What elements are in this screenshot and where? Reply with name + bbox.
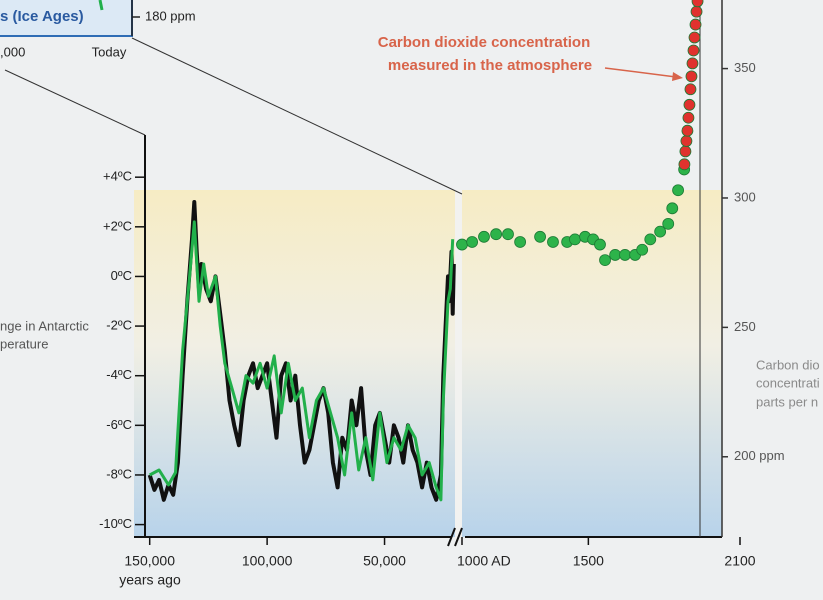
data-point <box>594 238 606 251</box>
annotation-arrow <box>604 67 677 78</box>
axis-break-stripe <box>455 190 462 540</box>
y-axis-label: nge in Antarctic <box>0 318 89 333</box>
data-point <box>609 249 622 261</box>
axis-break <box>454 527 463 547</box>
data-point <box>514 236 527 248</box>
y-axis-label: Carbon dio <box>756 357 820 372</box>
y-axis-label: perature <box>0 336 48 351</box>
axis-break <box>447 527 456 547</box>
data-point <box>680 135 693 147</box>
data-point <box>619 249 631 261</box>
y-tick-label: +2ºC <box>103 218 132 233</box>
data-point <box>679 145 692 158</box>
data-point <box>684 83 697 96</box>
y-axis-label: concentrati <box>756 375 820 390</box>
y-tick-label: 300 <box>734 189 756 204</box>
data-point <box>490 228 503 241</box>
data-point <box>689 18 702 31</box>
data-point <box>636 243 649 256</box>
y-tick-label: -10ºC <box>99 516 132 531</box>
x-tick-label: 50,000 <box>363 553 406 569</box>
data-point <box>678 158 691 171</box>
connector <box>131 37 463 195</box>
data-point <box>686 57 699 70</box>
y-tick-label: 350 <box>734 60 756 75</box>
data-point <box>662 217 675 230</box>
annotation: Carbon dioxide concentration <box>378 34 591 51</box>
data-point <box>691 0 704 8</box>
data-point <box>534 230 546 243</box>
annotation-arrowhead <box>672 72 683 81</box>
x-tick-label: 150,000 <box>124 553 175 569</box>
data-point <box>666 202 679 215</box>
data-point <box>569 233 581 246</box>
data-point <box>654 225 667 238</box>
y-tick-label: 250 <box>734 319 756 334</box>
inset-box <box>0 0 133 37</box>
data-point <box>690 5 703 18</box>
x-tick-label: 1500 <box>573 553 604 569</box>
data-point <box>687 44 700 57</box>
data-point <box>683 98 696 111</box>
data-point <box>685 70 698 83</box>
annotation: measured in the atmosphere <box>388 57 592 74</box>
data-point <box>478 230 490 243</box>
data-point <box>682 111 695 124</box>
y-tick-label: -6ºC <box>106 417 132 432</box>
inset-tick-label: 180 ppm <box>145 8 196 23</box>
x-tick-label: 1000 AD <box>457 553 511 569</box>
y-tick-label: -8ºC <box>106 466 132 481</box>
data-point <box>672 184 684 197</box>
data-point <box>466 236 479 248</box>
inset-x-label: Today <box>92 44 127 59</box>
marks <box>147 0 704 502</box>
inset-line <box>98 0 104 11</box>
x-tick-label: 100,000 <box>242 553 293 569</box>
y-tick-label: -4ºC <box>106 367 132 382</box>
data-point <box>681 124 694 137</box>
data-point <box>502 228 514 241</box>
data-point <box>456 238 468 251</box>
data-point <box>688 31 701 44</box>
inset-title: s (Ice Ages) <box>0 8 84 25</box>
data-point <box>547 236 559 248</box>
data-point <box>599 254 611 266</box>
y-axis-label: parts per n <box>756 394 818 409</box>
y-tick-label: 0ºC <box>111 268 132 283</box>
y-tick-label: -2ºC <box>106 318 132 333</box>
x-tick-label: 2100 <box>724 553 755 569</box>
plot-band <box>134 190 722 537</box>
x-axis-label: years ago <box>119 572 181 588</box>
connector <box>4 69 146 136</box>
y-tick-label: +4ºC <box>103 169 132 184</box>
y-tick-label: 200 ppm <box>734 448 785 463</box>
data-line <box>148 220 455 502</box>
inset-x-label: ,000 <box>0 44 25 59</box>
data-point <box>644 233 657 246</box>
